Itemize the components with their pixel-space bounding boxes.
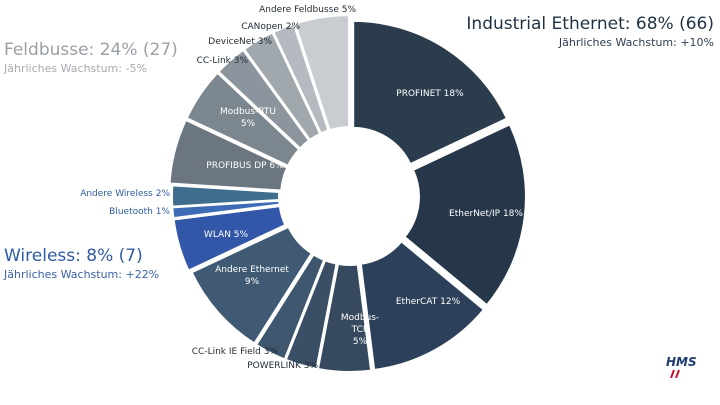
slice-andere-feldbusse — [293, 14, 351, 132]
hms-logo-icon: HMS — [666, 355, 697, 378]
slice-label-profinet: PROFINET 18% — [396, 89, 464, 99]
slice-label-andere-feldbusse: Andere Feldbusse 5% — [259, 5, 356, 15]
slice-label-canopen: CANopen 2% — [241, 22, 300, 32]
slice-label-modbus-tcp: Modbus-TCP 5% — [341, 313, 379, 347]
slice-profibus-dp — [168, 118, 289, 192]
slice-wlan — [172, 205, 287, 272]
slice-label-cc-link-ie-field: CC-Link IE Field 3% — [192, 347, 279, 357]
slice-modbus-rtu — [185, 71, 301, 168]
slice-label-wlan: WLAN 5% — [204, 230, 249, 240]
slice-label-devicenet: DeviceNet 3% — [208, 37, 272, 47]
slice-cc-link — [217, 48, 311, 150]
group-subtitle-industrial-ethernet: Jährliches Wachstum: +10% — [558, 36, 714, 49]
slice-label-andere-ethernet: Andere Ethernet 9% — [215, 265, 289, 287]
slice-label-modbus-rtu: Modbus-RTU 5% — [220, 107, 276, 129]
group-subtitle-feldbusse: Jährliches Wachstum: -5% — [4, 62, 147, 75]
slice-andere-wireless — [170, 184, 281, 208]
slice-label-profibus-dp: PROFIBUS DP 6% — [206, 161, 284, 171]
group-subtitle-wireless: Jährliches Wachstum: +22% — [4, 268, 160, 281]
hms-logo-text: HMS — [666, 355, 697, 369]
slice-label-powerlink: POWERLINK 3% — [247, 361, 318, 371]
slice-modbus-tcp — [316, 262, 373, 373]
group-title-feldbusse: Feldbusse: 24% (27) — [4, 40, 178, 60]
slice-andere-ethernet — [190, 225, 314, 345]
hms-logo-mark — [670, 369, 675, 378]
group-title-wireless: Wireless: 8% (7) — [4, 246, 143, 266]
slice-layer — [168, 14, 527, 373]
slice-label-ethercat: EtherCAT 12% — [396, 297, 461, 307]
slice-ethercat — [359, 240, 486, 372]
slice-cc-link-ie-field — [254, 253, 326, 361]
slice-profinet — [352, 19, 509, 166]
slice-label-cc-link: CC-Link 3% — [197, 56, 249, 66]
group-title-industrial-ethernet: Industrial Ethernet: 68% (66) — [466, 14, 714, 34]
slice-canopen — [271, 22, 330, 135]
label-layer: PROFINET 18% EtherNet/IP 18% EtherCAT 12% M… — [80, 5, 523, 371]
hms-logo-mark — [675, 369, 680, 378]
slice-label-bluetooth: Bluetooth 1% — [109, 207, 170, 217]
slice-powerlink — [284, 259, 338, 370]
slice-label-andere-wireless: Andere Wireless 2% — [80, 189, 170, 199]
slice-label-ethernet-ip: EtherNet/IP 18% — [449, 209, 523, 219]
slice-ethernet-ip — [403, 123, 527, 307]
